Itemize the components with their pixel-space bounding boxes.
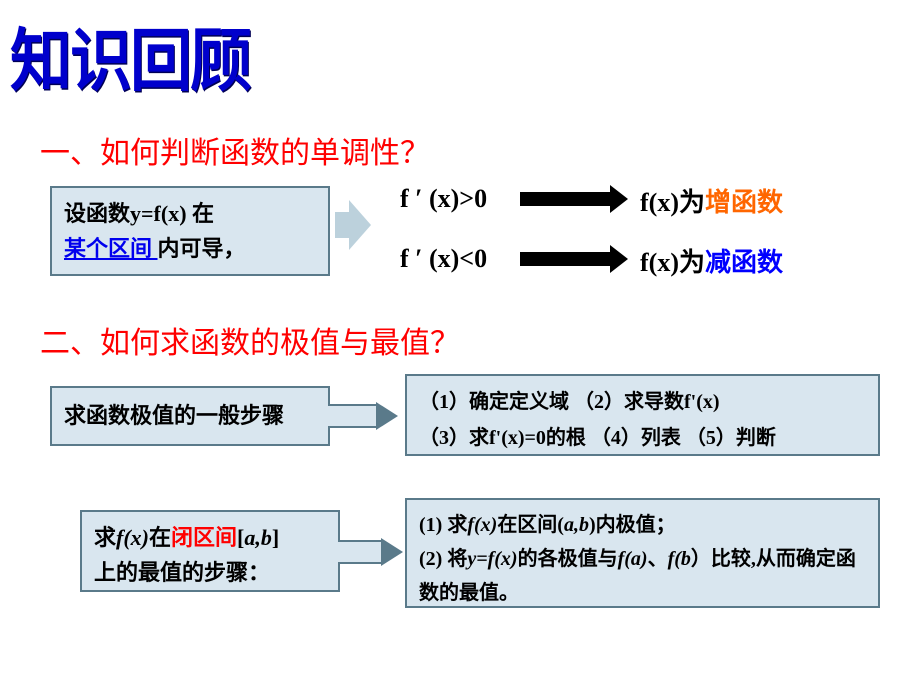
ci-pre: 求 xyxy=(94,525,116,550)
result2-prefix: f(x)为 xyxy=(640,248,705,277)
ci-mid: 在 xyxy=(149,525,171,550)
ci-detail-line1: (1) 求f(x)在区间(a,b)内极值； xyxy=(419,508,866,542)
result1-term: 增函数 xyxy=(705,188,783,217)
t: 的各极值与 xyxy=(518,548,618,570)
extrema-steps-detail: （1）确定定义域 （2）求导数f'(x) （3）求f'(x)=0的根 （4）列表… xyxy=(405,374,880,456)
ci-line2: 上的最值的步骤： xyxy=(94,560,270,585)
t: a,b xyxy=(564,514,589,536)
ci-detail-line2: (2) 将y=f(x)的各极值与f(a)、f(b）比较,从而确定函数的最值。 xyxy=(419,542,866,610)
arrow-icon xyxy=(520,192,610,206)
t: )内极值； xyxy=(589,514,676,536)
page-title: 知识回顾 xyxy=(10,6,250,105)
connector xyxy=(338,540,383,564)
ci-ab: a,b xyxy=(244,525,272,550)
t: f(x) xyxy=(467,514,497,536)
t: f(b xyxy=(668,548,691,570)
implies-arrow-icon xyxy=(335,200,365,250)
section2-heading: 二、如何求函数的极值与最值？ xyxy=(40,318,460,362)
t: y=f(x) xyxy=(467,548,517,570)
premise-box: 设函数y=f(x) 在 某个区间 内可导， xyxy=(50,186,330,276)
arrow-icon xyxy=(520,252,610,266)
ci-fx: f(x) xyxy=(116,525,149,550)
closed-interval-label: 求f(x)在闭区间[a,b] 上的最值的步骤： xyxy=(80,510,340,592)
premise-line1: 设函数y=f(x) 在 xyxy=(64,201,214,226)
premise-line2-rest: 内可导， xyxy=(158,236,246,261)
extrema-steps-label: 求函数极值的一般步骤 xyxy=(50,386,330,446)
condition-negative: f ′ (x)<0 xyxy=(400,244,487,274)
premise-interval-link: 某个区间 xyxy=(64,236,158,261)
triangle-icon xyxy=(376,402,398,430)
condition-positive: f ′ (x)>0 xyxy=(400,184,487,214)
ci-bracket-r: ] xyxy=(272,525,279,550)
section1-heading: 一、如何判断函数的单调性？ xyxy=(40,128,430,172)
ci-closed: 闭区间 xyxy=(171,525,237,550)
t: 、 xyxy=(648,548,668,570)
triangle-icon xyxy=(381,538,403,566)
t: (1) 求 xyxy=(419,514,467,536)
extrema-steps-text: 求函数极值的一般步骤 xyxy=(64,398,284,433)
result-increasing: f(x)为增函数 xyxy=(640,182,783,219)
result-decreasing: f(x)为减函数 xyxy=(640,242,783,279)
t: (2) 将 xyxy=(419,548,467,570)
t: 在区间( xyxy=(497,514,564,536)
connector xyxy=(328,404,378,428)
result1-prefix: f(x)为 xyxy=(640,188,705,217)
t: f(a) xyxy=(618,548,648,570)
extrema-step-line2: （3）求f'(x)=0的根 （4）列表 （5）判断 xyxy=(419,420,866,456)
extrema-step-line1: （1）确定定义域 （2）求导数f'(x) xyxy=(419,384,866,420)
result2-term: 减函数 xyxy=(705,248,783,277)
closed-interval-detail: (1) 求f(x)在区间(a,b)内极值； (2) 将y=f(x)的各极值与f(… xyxy=(405,498,880,608)
